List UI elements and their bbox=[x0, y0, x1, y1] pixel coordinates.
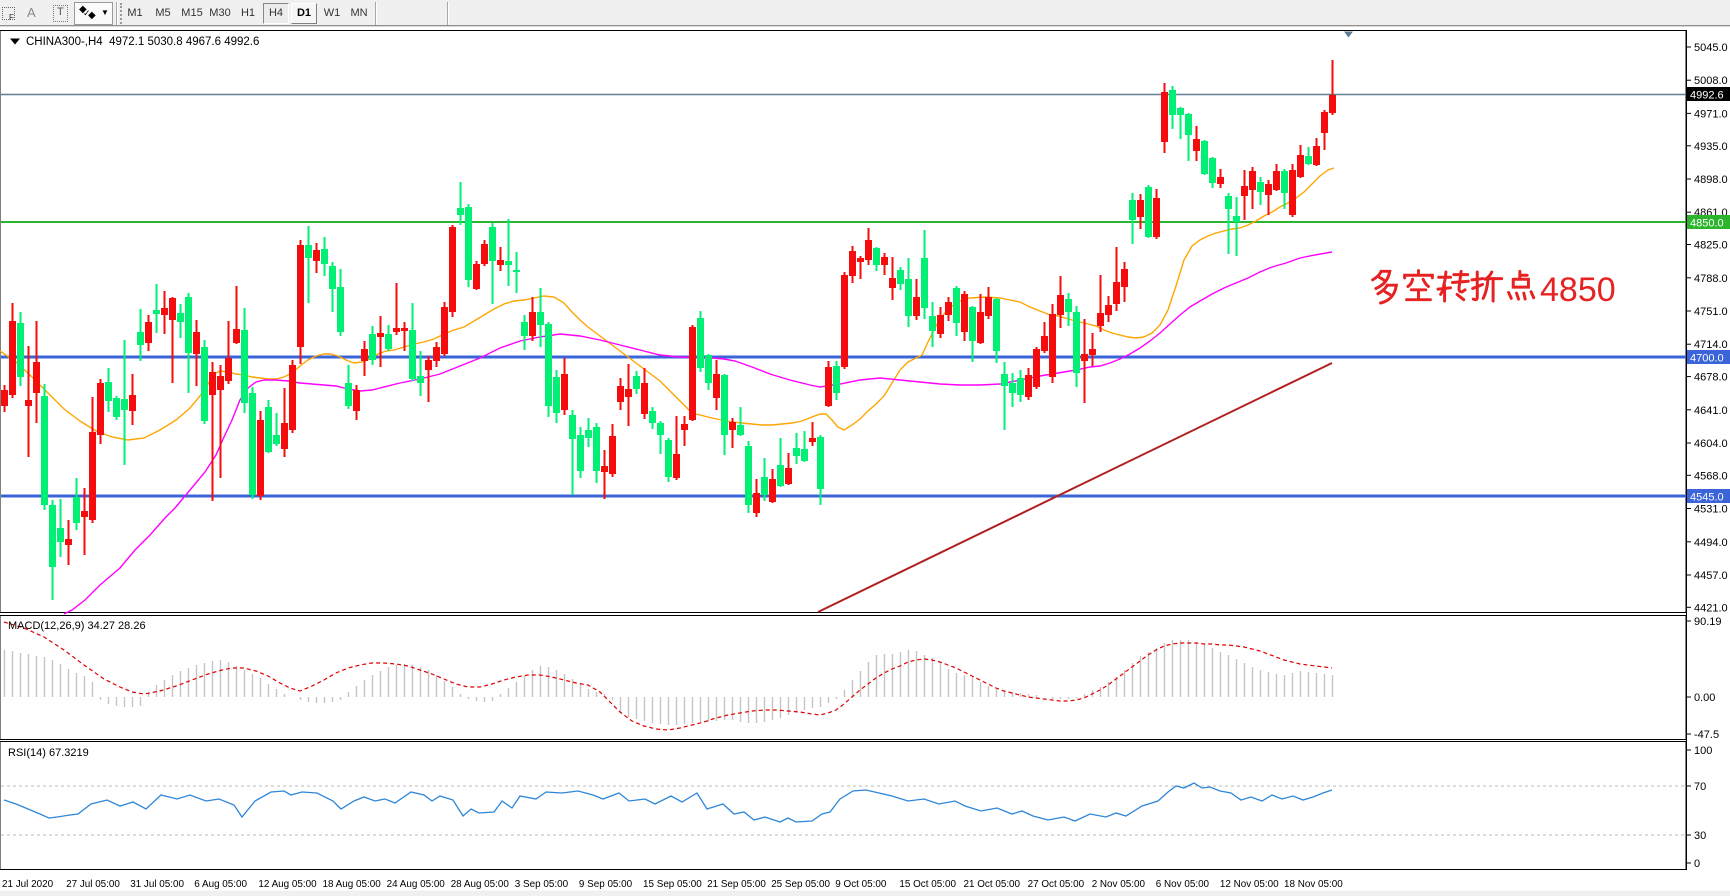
svg-text:9 Sep 05:00: 9 Sep 05:00 bbox=[579, 879, 633, 890]
svg-text:70: 70 bbox=[1694, 781, 1706, 793]
svg-text:4545.0: 4545.0 bbox=[1690, 492, 1724, 504]
svg-text:4898.0: 4898.0 bbox=[1694, 174, 1728, 186]
svg-text:21 Jul 2020: 21 Jul 2020 bbox=[2, 879, 54, 890]
svg-text:21 Oct 05:00: 21 Oct 05:00 bbox=[964, 879, 1021, 890]
svg-text:4457.0: 4457.0 bbox=[1694, 570, 1728, 582]
svg-text:0: 0 bbox=[1694, 858, 1700, 870]
svg-text:28 Aug 05:00: 28 Aug 05:00 bbox=[451, 879, 510, 890]
svg-text:RSI(14) 67.3219: RSI(14) 67.3219 bbox=[8, 747, 89, 759]
svg-text:27 Oct 05:00: 27 Oct 05:00 bbox=[1028, 879, 1085, 890]
svg-text:15 Sep 05:00: 15 Sep 05:00 bbox=[643, 879, 702, 890]
svg-text:31 Jul 05:00: 31 Jul 05:00 bbox=[130, 879, 184, 890]
svg-text:4751.0: 4751.0 bbox=[1694, 306, 1728, 318]
svg-text:18 Nov 05:00: 18 Nov 05:00 bbox=[1284, 879, 1343, 890]
svg-text:-47.5: -47.5 bbox=[1694, 729, 1719, 741]
svg-text:4568.0: 4568.0 bbox=[1694, 470, 1728, 482]
svg-text:27 Jul 05:00: 27 Jul 05:00 bbox=[66, 879, 120, 890]
svg-text:4604.0: 4604.0 bbox=[1694, 438, 1728, 450]
svg-text:4714.0: 4714.0 bbox=[1694, 339, 1728, 351]
svg-text:9 Oct 05:00: 9 Oct 05:00 bbox=[835, 879, 887, 890]
svg-text:4971.0: 4971.0 bbox=[1694, 108, 1728, 120]
svg-text:4641.0: 4641.0 bbox=[1694, 405, 1728, 417]
svg-text:15 Oct 05:00: 15 Oct 05:00 bbox=[899, 879, 956, 890]
svg-text:4700.0: 4700.0 bbox=[1690, 353, 1724, 365]
svg-text:25 Sep 05:00: 25 Sep 05:00 bbox=[771, 879, 830, 890]
svg-text:6 Aug 05:00: 6 Aug 05:00 bbox=[194, 879, 247, 890]
svg-text:12 Nov 05:00: 12 Nov 05:00 bbox=[1220, 879, 1279, 890]
svg-text:0.00: 0.00 bbox=[1694, 692, 1715, 704]
svg-text:30: 30 bbox=[1694, 830, 1706, 842]
svg-text:90.19: 90.19 bbox=[1694, 616, 1722, 628]
svg-text:4678.0: 4678.0 bbox=[1694, 372, 1728, 384]
svg-text:4850.0: 4850.0 bbox=[1690, 218, 1724, 230]
svg-text:3 Sep 05:00: 3 Sep 05:00 bbox=[515, 879, 569, 890]
svg-text:24 Aug 05:00: 24 Aug 05:00 bbox=[387, 879, 446, 890]
svg-text:2 Nov 05:00: 2 Nov 05:00 bbox=[1092, 879, 1146, 890]
svg-text:100: 100 bbox=[1694, 745, 1712, 757]
svg-text:21 Sep 05:00: 21 Sep 05:00 bbox=[707, 879, 766, 890]
svg-text:4850: 4850 bbox=[1540, 271, 1616, 309]
svg-text:4421.0: 4421.0 bbox=[1694, 602, 1728, 614]
svg-text:5045.0: 5045.0 bbox=[1694, 42, 1728, 54]
svg-text:4935.0: 4935.0 bbox=[1694, 141, 1728, 153]
svg-text:5008.0: 5008.0 bbox=[1694, 75, 1728, 87]
svg-text:12 Aug 05:00: 12 Aug 05:00 bbox=[258, 879, 317, 890]
svg-text:18 Aug 05:00: 18 Aug 05:00 bbox=[323, 879, 382, 890]
svg-text:6 Nov 05:00: 6 Nov 05:00 bbox=[1156, 879, 1210, 890]
svg-text:4992.6: 4992.6 bbox=[1690, 90, 1724, 102]
svg-text:4825.0: 4825.0 bbox=[1694, 240, 1728, 252]
svg-text:4531.0: 4531.0 bbox=[1694, 504, 1728, 516]
svg-text:CHINA300-,H4 4972.1 5030.8 49: CHINA300-,H4 4972.1 5030.8 4967.6 4992.6 bbox=[26, 36, 259, 48]
svg-text:4494.0: 4494.0 bbox=[1694, 537, 1728, 549]
svg-text:MACD(12,26,9) 34.27 28.26: MACD(12,26,9) 34.27 28.26 bbox=[8, 620, 146, 632]
svg-text:4788.0: 4788.0 bbox=[1694, 273, 1728, 285]
